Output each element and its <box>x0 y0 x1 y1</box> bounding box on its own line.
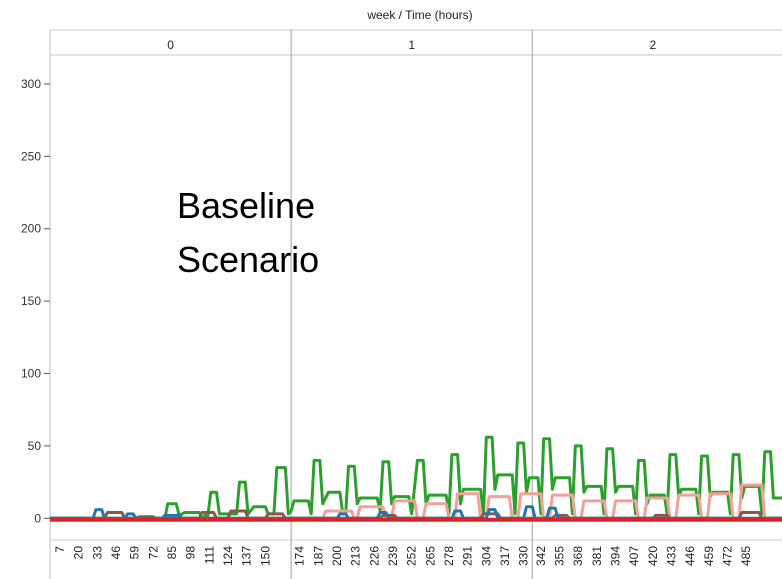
x-tick-label: 459 <box>702 546 716 566</box>
x-tick-label: 355 <box>553 546 567 566</box>
x-tick-label: 46 <box>109 546 123 560</box>
x-tick-label: 472 <box>720 546 734 566</box>
x-tick-label: 59 <box>128 546 142 560</box>
series-layer <box>50 435 782 522</box>
x-tick-label: 394 <box>609 546 623 566</box>
x-tick-label: 200 <box>330 546 344 566</box>
y-tick-label: 100 <box>21 367 41 381</box>
x-tick-label: 407 <box>627 546 641 566</box>
x-tick-label: 317 <box>498 546 512 566</box>
x-tick-label: 381 <box>590 546 604 566</box>
plot-frame <box>49 29 782 579</box>
series-line-4 <box>50 505 782 520</box>
x-tick-label: 485 <box>739 546 753 566</box>
y-tick-label: 150 <box>21 294 41 308</box>
x-tick-label: 187 <box>311 546 325 566</box>
y-tick-label: 300 <box>21 77 41 91</box>
x-tick-label: 124 <box>221 546 235 566</box>
x-tick-label: 239 <box>386 546 400 566</box>
week-labels: 0 1 2 <box>167 38 656 52</box>
x-tick-label: 111 <box>202 546 216 565</box>
x-tick-label: 20 <box>72 546 86 560</box>
x-tick-label: 446 <box>683 546 697 566</box>
x-tick-label: 304 <box>479 546 493 566</box>
x-tick-label: 137 <box>240 546 254 566</box>
x-tick-label: 368 <box>571 546 585 566</box>
x-tick-label: 433 <box>664 546 678 566</box>
x-tick-label: 252 <box>405 546 419 566</box>
week-label-1: 1 <box>408 38 415 52</box>
x-tick-label: 226 <box>367 546 381 566</box>
y-tick-label: 0 <box>34 511 41 525</box>
x-tick-label: 7 <box>53 546 67 553</box>
x-tick-label: 265 <box>423 546 437 566</box>
x-tick-label: 174 <box>293 546 307 566</box>
x-tick-label: 213 <box>349 546 363 566</box>
x-tick-label: 150 <box>258 546 272 566</box>
x-tick-label: 72 <box>146 546 160 560</box>
y-tick-label: 50 <box>28 439 42 453</box>
x-tick-label: 85 <box>165 546 179 560</box>
annotation-line-1: Baseline <box>177 185 315 226</box>
week-label-2: 2 <box>649 38 656 52</box>
x-tick-label: 420 <box>646 546 660 566</box>
chart-title: week / Time (hours) <box>366 8 472 22</box>
x-tick-label: 98 <box>184 546 198 560</box>
y-tick-label: 200 <box>21 222 41 236</box>
week-label-0: 0 <box>167 38 174 52</box>
series-line-2 <box>50 483 782 520</box>
x-tick-label: 330 <box>517 546 531 566</box>
x-tick-label: 278 <box>442 546 456 566</box>
x-tick-label: 291 <box>461 546 475 566</box>
series-line-1 <box>50 435 782 520</box>
y-tick-label: 250 <box>21 149 41 163</box>
scenario-annotation: Baseline Scenario <box>177 185 319 280</box>
annotation-line-2: Scenario <box>177 239 319 280</box>
x-axis: 7 20 33 46 59 72 85 98 111 124 137 150 174 187 200 213 2… <box>53 546 753 566</box>
x-tick-label: 33 <box>90 546 104 560</box>
x-tick-label: 342 <box>534 546 548 566</box>
y-axis: 0 50 100 150 200 250 300 <box>21 77 50 525</box>
chart-header: week / Time (hours) <box>366 8 472 22</box>
